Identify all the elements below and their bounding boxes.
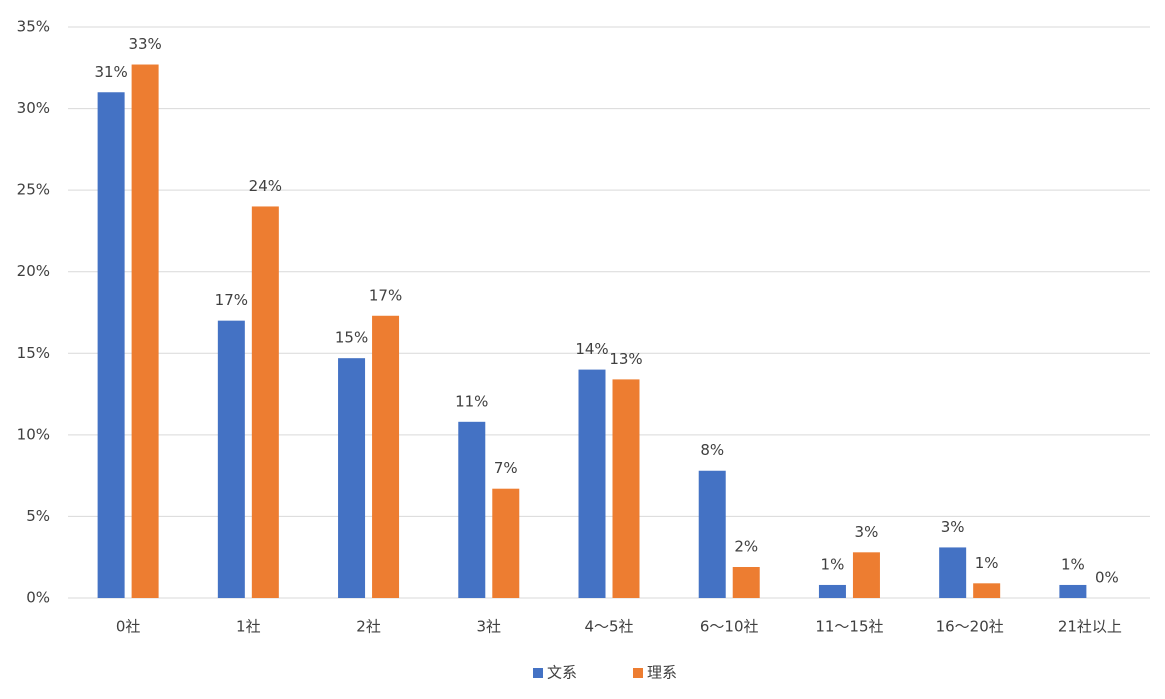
- y-tick-label: 30%: [17, 99, 50, 117]
- legend-swatch: [633, 668, 643, 678]
- legend-label: 文系: [547, 664, 577, 682]
- y-tick-label: 5%: [26, 507, 50, 525]
- x-tick-label: 1社: [236, 618, 261, 636]
- bar: [732, 567, 760, 598]
- data-label: 15%: [335, 329, 368, 347]
- bar: [97, 92, 125, 598]
- x-tick-label: 0社: [116, 618, 141, 636]
- data-label: 11%: [455, 392, 488, 410]
- data-label: 1%: [1061, 555, 1085, 573]
- data-label: 1%: [821, 555, 845, 573]
- bar: [612, 379, 640, 598]
- y-tick-label: 15%: [17, 344, 50, 362]
- data-label: 0%: [1095, 569, 1119, 587]
- x-tick-label: 3社: [477, 618, 502, 636]
- bar: [578, 369, 606, 598]
- x-tick-label: 21社以上: [1058, 618, 1122, 636]
- data-label: 17%: [215, 291, 248, 309]
- legend-swatch: [533, 668, 543, 678]
- bar: [372, 315, 400, 598]
- data-label: 17%: [369, 286, 402, 304]
- x-tick-label: 2社: [356, 618, 381, 636]
- x-tick-label: 11～15社: [815, 618, 883, 636]
- data-label: 14%: [575, 340, 608, 358]
- bar: [131, 64, 159, 599]
- bar: [973, 583, 1001, 598]
- x-tick-label: 16～20社: [936, 618, 1004, 636]
- y-tick-label: 20%: [17, 262, 50, 280]
- bar: [818, 584, 846, 598]
- data-label: 2%: [734, 538, 758, 556]
- y-tick-label: 25%: [17, 181, 50, 199]
- bar: [338, 358, 366, 598]
- bar: [852, 552, 880, 598]
- data-label: 3%: [855, 523, 879, 541]
- x-tick-label: 6～10社: [700, 618, 759, 636]
- data-label: 1%: [975, 554, 999, 572]
- bar: [492, 488, 520, 598]
- data-label: 13%: [609, 350, 642, 368]
- data-label: 24%: [249, 177, 282, 195]
- bar: [458, 421, 486, 598]
- y-tick-label: 0%: [26, 589, 50, 607]
- bar: [251, 206, 279, 598]
- data-label: 33%: [128, 35, 161, 53]
- bar: [217, 320, 245, 598]
- y-tick-label: 35%: [17, 18, 50, 36]
- data-label: 8%: [700, 441, 724, 459]
- bar: [1059, 584, 1087, 598]
- x-tick-label: 4～5社: [584, 618, 633, 636]
- data-label: 3%: [941, 518, 965, 536]
- data-label: 7%: [494, 459, 518, 477]
- bar: [698, 470, 726, 598]
- y-tick-label: 10%: [17, 425, 50, 443]
- bar: [939, 547, 967, 598]
- data-label: 31%: [94, 63, 127, 81]
- legend-label: 理系: [647, 664, 677, 682]
